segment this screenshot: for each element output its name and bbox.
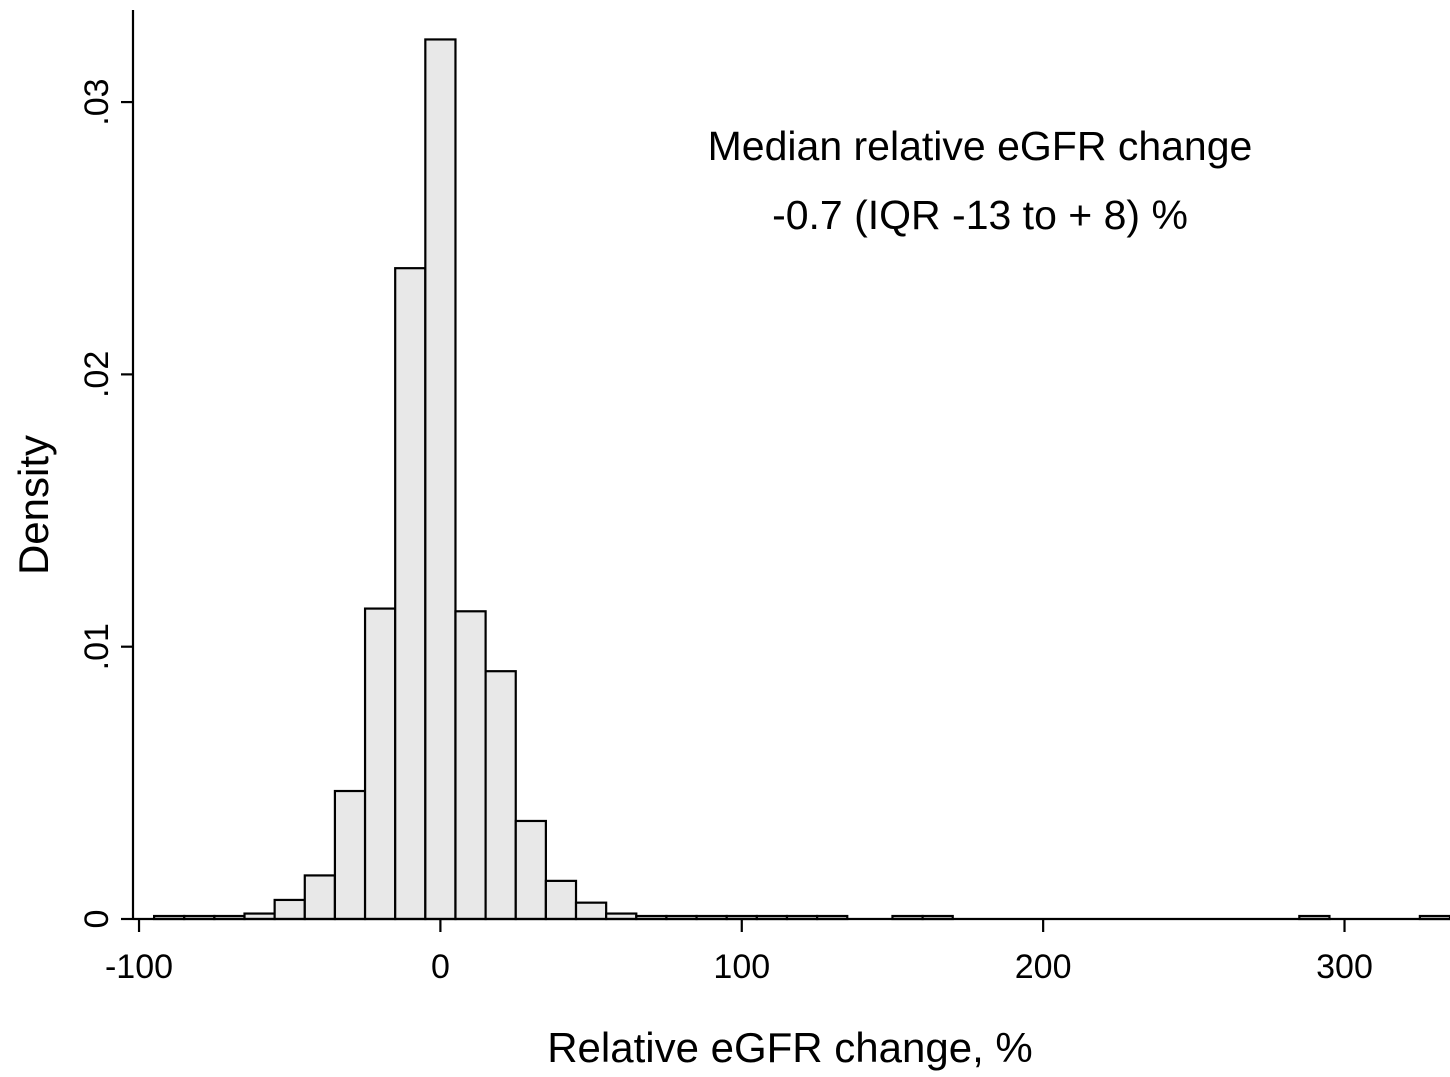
- x-tick-label: 300: [1316, 948, 1373, 986]
- x-tick-label: -100: [105, 948, 173, 986]
- y-tick-label: .01: [78, 623, 116, 670]
- histogram-bar: [514, 819, 547, 921]
- x-tick-label: 100: [713, 948, 770, 986]
- y-tick-label: .02: [78, 351, 116, 398]
- histogram-bar: [454, 610, 487, 921]
- y-tick-label: .03: [78, 78, 116, 125]
- histogram-bar: [484, 670, 517, 921]
- bars-group: [152, 38, 1450, 921]
- x-tick-label: 200: [1015, 948, 1072, 986]
- median-annotation-line2: -0.7 (IQR -13 to + 8) %: [772, 192, 1188, 238]
- histogram-bar: [394, 267, 427, 921]
- x-axis-title: Relative eGFR change, %: [547, 1024, 1033, 1071]
- y-axis-title: Density: [10, 435, 57, 575]
- y-axis-ticks: 0 .01 .02 .03: [78, 78, 133, 928]
- histogram-bar: [363, 607, 397, 921]
- median-annotation-line1: Median relative eGFR change: [708, 123, 1253, 169]
- histogram-bar: [574, 901, 608, 921]
- histogram-bar: [544, 879, 578, 921]
- y-tick-label: 0: [78, 910, 116, 929]
- histogram-bar: [424, 38, 457, 921]
- histogram-bar: [273, 898, 306, 921]
- histogram-bar: [333, 789, 367, 921]
- x-tick-label: 0: [431, 948, 450, 986]
- x-axis-ticks: -100 0 100 200 300: [105, 919, 1373, 986]
- histogram-bar: [303, 874, 337, 921]
